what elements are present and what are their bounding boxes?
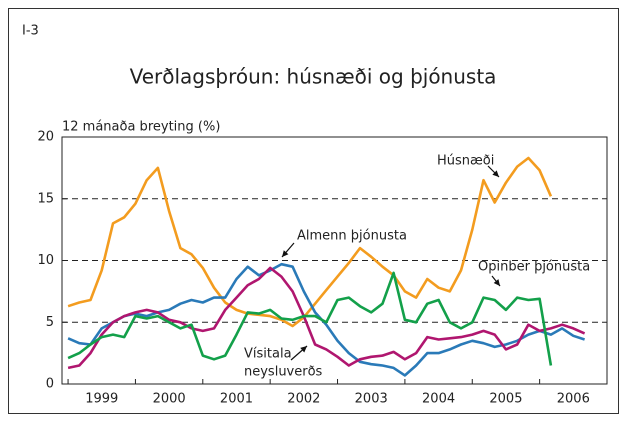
y-axis-label: 12 mánaða breyting (%) (62, 120, 220, 135)
figure-label: I-3 (22, 24, 39, 39)
series-line (67, 266, 586, 370)
x-tick-label: 2002 (287, 392, 320, 407)
x-tick-label: 2001 (220, 392, 253, 407)
series-line (67, 262, 586, 377)
arrow-head (492, 170, 499, 177)
y-tick-label: 20 (37, 130, 54, 145)
annotation: Húsnæði (437, 154, 494, 169)
outer-frame (8, 8, 619, 414)
x-tick-label: 2004 (422, 392, 455, 407)
plot-frame (61, 136, 608, 385)
x-tick-label: 2006 (557, 392, 590, 407)
arrow-head (282, 250, 289, 257)
x-tick-label: 1999 (85, 392, 118, 407)
annotation: Opinber þjónusta (478, 260, 590, 275)
series-line (67, 156, 553, 328)
arrow-head (493, 279, 500, 286)
y-tick-label: 5 (46, 315, 54, 330)
annotation: neysluverðs (244, 365, 323, 380)
y-tick-label: 15 (37, 191, 54, 206)
chart-title: Verðlagsþróun: húsnæði og þjónusta (130, 65, 497, 89)
arrow-head (300, 346, 307, 353)
annotation: Almenn þjónusta (297, 229, 407, 244)
series-line (67, 271, 553, 366)
y-tick-label: 0 (46, 377, 54, 392)
x-tick-label: 2005 (489, 392, 522, 407)
x-tick-label: 2003 (355, 392, 388, 407)
y-tick-label: 10 (37, 253, 54, 268)
x-tick-label: 2000 (153, 392, 186, 407)
annotation: Vísitala (244, 347, 292, 362)
